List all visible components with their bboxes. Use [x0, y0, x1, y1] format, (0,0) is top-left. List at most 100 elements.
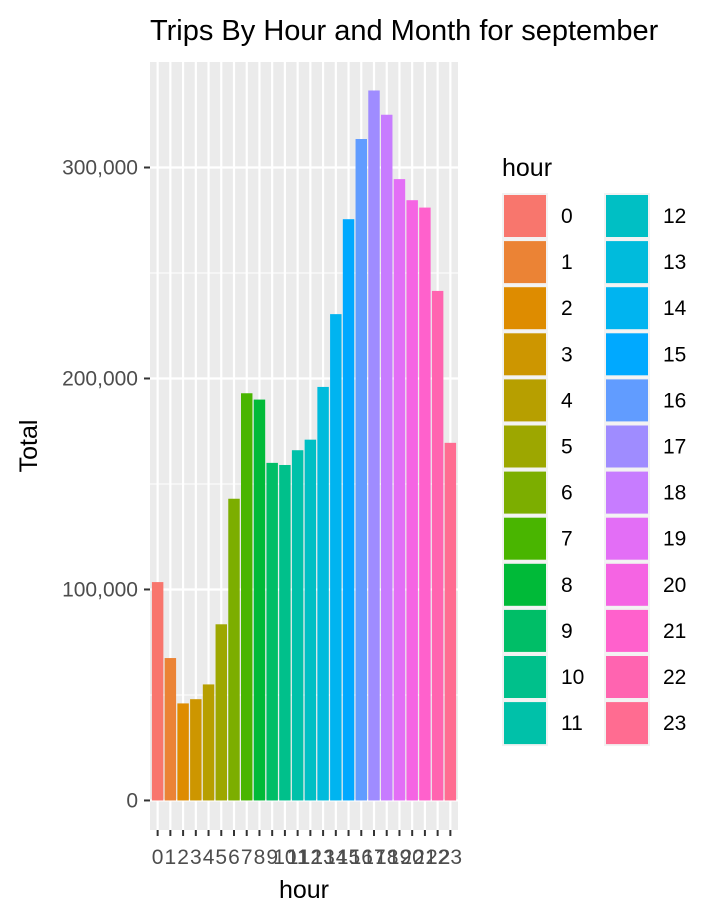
- legend-swatch-hour-2: [504, 287, 546, 330]
- legend-label: 18: [663, 482, 686, 505]
- legend-label: 15: [663, 343, 686, 366]
- x-tick-label: 8: [254, 846, 266, 869]
- bar-hour-20: [406, 200, 418, 801]
- legend-label: 12: [663, 205, 686, 228]
- legend-swatch-hour-5: [504, 425, 546, 468]
- x-tick-label: 18: [375, 846, 398, 869]
- legend-label: 10: [561, 666, 584, 689]
- legend-swatch-hour-1: [504, 241, 546, 284]
- legend-swatch-hour-17: [606, 425, 648, 468]
- legend-label: 16: [663, 389, 686, 412]
- legend-swatch-hour-9: [504, 609, 546, 652]
- legend-label: 17: [663, 436, 686, 459]
- bar-hour-8: [253, 399, 266, 801]
- legend-swatch-hour-23: [606, 702, 648, 745]
- legend-label: 3: [561, 343, 573, 366]
- x-tick-label: 6: [228, 846, 240, 869]
- bar-hour-1: [164, 658, 177, 801]
- bar-hour-9: [266, 462, 278, 801]
- x-tick-label: 12: [299, 846, 322, 869]
- legend-swatch-hour-10: [504, 656, 546, 698]
- bar-hour-16: [355, 139, 367, 801]
- legend-label: 2: [561, 297, 573, 320]
- y-axis-title: Total: [15, 420, 43, 473]
- legend-swatch-hour-8: [504, 563, 546, 606]
- legend-swatch-hour-13: [606, 241, 648, 284]
- bar-hour-19: [393, 179, 406, 801]
- x-tick-label: 20: [401, 846, 424, 869]
- bar-hour-15: [342, 219, 355, 801]
- x-tick-label: 9: [266, 846, 278, 869]
- legend-swatch-hour-20: [606, 563, 648, 606]
- y-tick-label: 100,000: [62, 578, 138, 601]
- legend-label: 20: [663, 574, 686, 597]
- bar-hour-14: [330, 314, 342, 801]
- bar-hour-12: [304, 439, 317, 801]
- x-tick-label: 14: [324, 846, 348, 869]
- x-tick-label: 2: [177, 846, 189, 869]
- legend-swatch-hour-6: [504, 471, 546, 514]
- legend-swatch-hour-21: [606, 609, 648, 652]
- x-tick-label: 1: [165, 846, 177, 869]
- bar-hour-3: [190, 699, 202, 801]
- legend-label: 1: [561, 251, 573, 274]
- x-tick-label: 15: [337, 846, 360, 869]
- legend-label: 11: [561, 712, 583, 735]
- x-tick-label: 19: [388, 846, 411, 869]
- legend-swatch-hour-0: [504, 195, 546, 237]
- legend-label: 8: [561, 574, 573, 597]
- x-tick-label: 7: [241, 846, 253, 869]
- x-axis-title: hour: [279, 876, 329, 904]
- legend-label: 22: [663, 666, 686, 689]
- legend-label: 14: [663, 297, 687, 320]
- legend-title: hour: [502, 154, 552, 182]
- legend-label: 6: [561, 482, 573, 505]
- legend-swatch-hour-3: [504, 333, 546, 376]
- legend-label: 13: [663, 251, 686, 274]
- legend-swatch-hour-11: [504, 702, 546, 745]
- y-tick-label: 300,000: [62, 156, 138, 179]
- x-tick-label: 23: [439, 846, 462, 869]
- x-tick-label: 0: [152, 846, 164, 869]
- legend-swatch-hour-18: [606, 471, 648, 514]
- legend-label: 4: [561, 389, 573, 412]
- legend-swatch-hour-15: [606, 333, 648, 376]
- bar-hour-7: [241, 393, 253, 801]
- legend-swatch-hour-7: [504, 517, 546, 560]
- bar-hour-0: [151, 582, 164, 801]
- legend-swatch-hour-22: [606, 656, 648, 698]
- bar-hour-2: [177, 703, 189, 801]
- bar-hour-11: [291, 450, 304, 801]
- x-tick-label: 4: [203, 846, 215, 869]
- legend-swatch-hour-12: [606, 195, 648, 237]
- legend-swatch-hour-4: [504, 379, 546, 422]
- x-tick-label: 16: [350, 846, 373, 869]
- x-tick-label: 13: [311, 846, 334, 869]
- y-tick-label: 0: [126, 789, 138, 812]
- legend-label: 23: [663, 712, 686, 735]
- bar-hour-22: [431, 290, 444, 801]
- x-tick-label: 11: [287, 846, 309, 869]
- bar-hour-4: [202, 684, 215, 801]
- y-axis: 0 100,000 200,000 300,000: [62, 156, 150, 812]
- legend-swatch-hour-14: [606, 287, 648, 330]
- bar-hour-6: [228, 498, 240, 801]
- bar-hour-23: [444, 442, 457, 801]
- x-tick-label: 21: [413, 846, 436, 869]
- bar-hour-13: [317, 386, 329, 801]
- bar-hour-10: [279, 464, 291, 801]
- legend-label: 0: [561, 205, 573, 228]
- legend-label: 19: [663, 528, 686, 551]
- x-tick-label: 5: [215, 846, 227, 869]
- x-tick-label: 17: [362, 846, 385, 869]
- y-tick-label: 200,000: [62, 367, 138, 390]
- bar-hour-5: [215, 624, 227, 801]
- bar-hour-17: [368, 90, 380, 801]
- chart-title: Trips By Hour and Month for september: [150, 15, 659, 47]
- bar-hour-21: [419, 207, 431, 801]
- legend: hour 01234567891011121314151617181920212…: [502, 154, 687, 747]
- legend-label: 5: [561, 436, 573, 459]
- legend-label: 21: [663, 620, 686, 643]
